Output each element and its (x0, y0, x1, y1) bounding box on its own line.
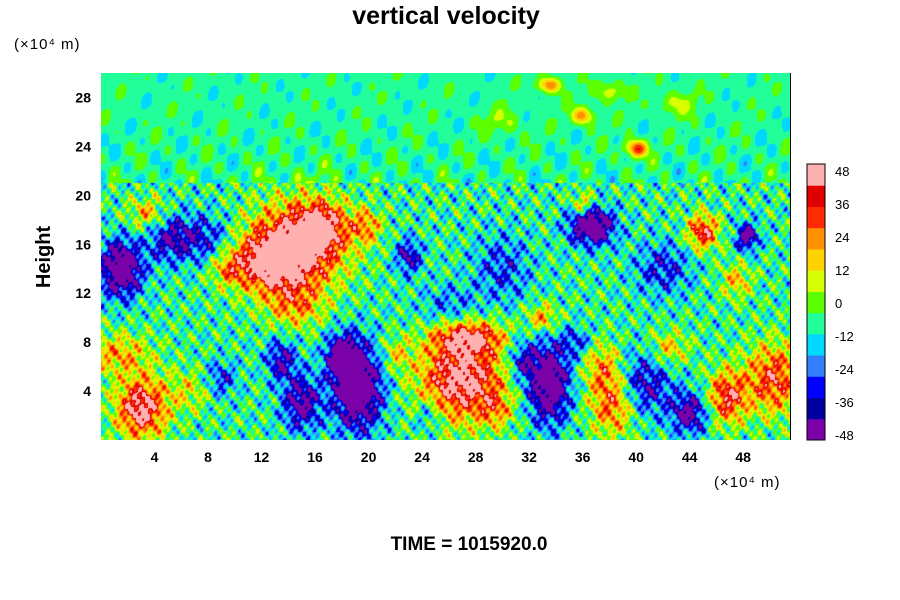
x-axis-unit: (×10⁴ m) (714, 474, 781, 491)
colorbar-tick-label: 36 (835, 197, 849, 212)
x-tick-label: 8 (204, 449, 212, 465)
colorbar-segment (807, 227, 825, 250)
y-axis-unit: (×10⁴ m) (14, 36, 81, 53)
x-tick-label: 28 (468, 449, 484, 465)
heatmap-field (101, 73, 790, 440)
colorbar-segment (807, 312, 825, 335)
colorbar-segment (807, 418, 825, 441)
x-tick-label: 4 (151, 449, 159, 465)
colorbar-tick-label: -48 (835, 428, 854, 443)
colorbar-segment (807, 270, 825, 292)
x-tick-label: 32 (521, 449, 537, 465)
colorbar-segment (807, 206, 825, 229)
colorbar-tick-label: -12 (835, 329, 854, 344)
colorbar-tick-label: 0 (835, 296, 842, 311)
y-tick-label: 12 (75, 285, 91, 301)
colorbar: 48 36 24 12 0 -12 -24 -36 -48 (806, 163, 854, 443)
colorbar-segment (807, 248, 825, 271)
colorbar-segment (807, 355, 825, 377)
x-tick-label: 36 (575, 449, 591, 465)
colorbar-tick-label: -36 (835, 395, 854, 410)
plot-area (101, 73, 791, 440)
x-tick-label: 40 (628, 449, 644, 465)
time-label: TIME = 1015920.0 (391, 534, 548, 555)
y-tick-label: 8 (83, 334, 91, 350)
chart-title: vertical velocity (352, 2, 540, 30)
y-axis-ticks: 4 8 12 16 20 24 28 (75, 89, 91, 399)
x-tick-label: 12 (254, 449, 270, 465)
x-tick-label: 16 (307, 449, 323, 465)
y-tick-label: 28 (75, 89, 91, 105)
colorbar-segment (807, 376, 825, 399)
colorbar-segment (807, 164, 825, 186)
colorbar-tick-label: 12 (835, 263, 849, 278)
x-tick-label: 48 (735, 449, 751, 465)
x-axis-ticks: 4 8 12 16 20 24 28 32 36 40 44 48 (151, 449, 752, 465)
y-tick-label: 4 (83, 383, 91, 399)
colorbar-frame (806, 163, 826, 441)
colorbar-segment (807, 185, 825, 207)
colorbar-tick-label: 24 (835, 230, 849, 245)
x-tick-label: 20 (361, 449, 377, 465)
colorbar-segment (807, 397, 825, 420)
colorbar-tick-label: -24 (835, 362, 854, 377)
y-tick-label: 20 (75, 187, 91, 203)
y-axis-label: Height (33, 226, 55, 289)
y-tick-label: 16 (75, 236, 91, 252)
colorbar-tick-label: 48 (835, 164, 849, 179)
colorbar-segment (807, 291, 825, 314)
x-tick-label: 44 (682, 449, 698, 465)
colorbar-segment (807, 333, 825, 356)
y-tick-label: 24 (75, 138, 91, 154)
x-tick-label: 24 (414, 449, 430, 465)
